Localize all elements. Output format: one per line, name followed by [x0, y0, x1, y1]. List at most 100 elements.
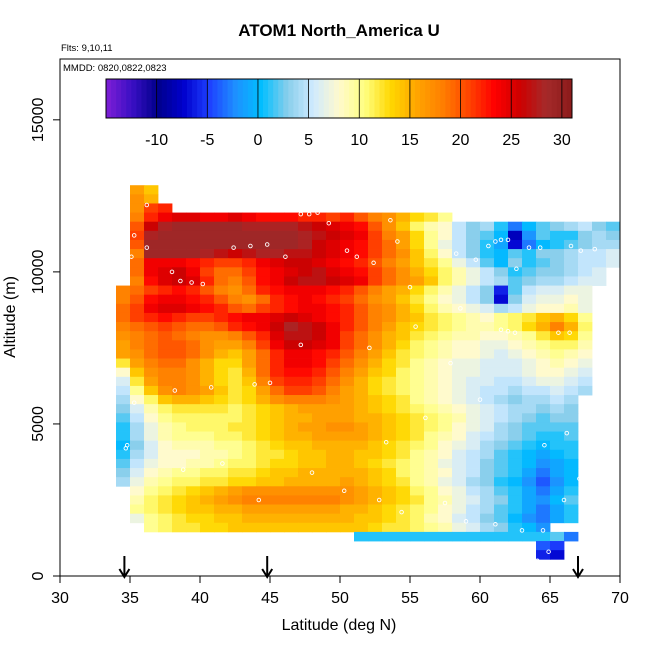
sample-point: [344, 248, 350, 253]
y-tick-label: 15000: [30, 97, 47, 142]
heatmap-cell: [578, 285, 593, 296]
heatmap-cell: [116, 468, 131, 478]
heatmap-cell: [326, 358, 341, 369]
heatmap-cell: [410, 239, 425, 250]
heatmap-cell: [172, 422, 187, 432]
heatmap-cell: [438, 385, 453, 396]
heatmap-cell: [550, 486, 565, 496]
heatmap-cell: [200, 267, 215, 277]
y-tick-label: 0: [30, 571, 47, 580]
heatmap-cell: [522, 258, 537, 268]
heatmap-cell: [172, 358, 187, 369]
heatmap-cell: [270, 449, 285, 460]
colorbar-swatch: [354, 79, 360, 118]
heatmap-cell: [494, 440, 509, 451]
heatmap-cell: [214, 249, 229, 259]
heatmap-cell: [130, 477, 145, 487]
heatmap-cell: [298, 221, 313, 232]
heatmap-cell: [508, 440, 523, 451]
heatmap-cell: [172, 322, 187, 332]
heatmap-cell: [242, 413, 257, 423]
heatmap-cell: [130, 495, 145, 505]
heatmap-cell: [368, 522, 383, 533]
heatmap-cell: [438, 322, 453, 332]
heatmap-cell: [396, 322, 411, 332]
heatmap-cell: [326, 395, 341, 405]
heatmap-cell: [298, 212, 313, 223]
sample-point: [463, 519, 469, 524]
colorbar-swatch: [480, 79, 487, 118]
heatmap-cell: [284, 358, 299, 369]
heatmap-cell: [354, 322, 369, 332]
heatmap-cell: [200, 276, 215, 286]
heatmap-cell: [424, 495, 439, 505]
heatmap-cell: [536, 513, 551, 524]
heatmap-cell: [368, 249, 383, 259]
heatmap-cell: [536, 303, 551, 314]
heatmap-cell: [466, 404, 481, 414]
sample-point: [535, 558, 540, 564]
sample-point: [578, 248, 584, 253]
heatmap-cell: [368, 312, 383, 323]
heatmap-cell: [536, 541, 551, 551]
heatmap-cell: [382, 468, 397, 478]
heatmap-cell: [256, 340, 271, 350]
heatmap-cell: [480, 249, 495, 259]
heatmap-cell: [382, 285, 397, 296]
heatmap-cell: [256, 239, 271, 250]
heatmap-cell: [242, 486, 257, 496]
heatmap-cell: [144, 312, 159, 323]
heatmap-cell: [550, 504, 565, 515]
down-arrow-head: [261, 568, 274, 579]
heatmap-cell: [494, 331, 509, 341]
heatmap-cell: [466, 477, 481, 487]
heatmap-cell: [480, 504, 495, 515]
heatmap-cell: [424, 477, 439, 487]
colorbar-swatch: [156, 79, 163, 118]
heatmap-cell: [200, 449, 215, 460]
sample-point: [498, 327, 504, 332]
heatmap-cell: [438, 267, 453, 277]
heatmap-cell: [494, 504, 509, 515]
heatmap-cell: [326, 249, 341, 259]
heatmap-cell: [396, 358, 411, 369]
heatmap-cell: [424, 531, 439, 542]
sample-point: [486, 243, 491, 249]
heatmap-cell: [340, 239, 355, 250]
heatmap-cell: [130, 230, 145, 241]
colorbar-swatch: [531, 79, 537, 118]
colorbar-tick-label: -5: [200, 132, 214, 149]
heatmap-cell: [116, 285, 131, 296]
sample-point: [172, 388, 178, 393]
colorbar-swatch: [455, 79, 461, 118]
heatmap-cell: [578, 239, 593, 250]
heatmap-cell: [242, 495, 257, 505]
heatmap-cell: [396, 267, 411, 277]
heatmap-cell: [172, 404, 187, 414]
heatmap-cell: [424, 340, 439, 350]
heatmap-cell: [172, 486, 187, 496]
heatmap-cell: [550, 376, 565, 387]
heatmap-cell: [410, 276, 425, 286]
heatmap-cell: [494, 522, 509, 533]
heatmap-cell: [298, 477, 313, 487]
heatmap-cell: [354, 249, 369, 259]
heatmap-cell: [522, 395, 537, 405]
heatmap-cell: [186, 294, 201, 305]
heatmap-cell: [284, 449, 299, 460]
heatmap-cell: [242, 513, 257, 524]
heatmap-cell: [480, 267, 495, 277]
colorbar-swatch: [536, 79, 543, 118]
heatmap-cell: [270, 221, 285, 232]
heatmap-cell: [284, 294, 299, 305]
heatmap-cell: [396, 212, 411, 223]
heatmap-cell: [354, 486, 369, 496]
heatmap-cell: [536, 468, 551, 478]
heatmap-cell: [382, 440, 397, 451]
colorbar-swatch: [526, 79, 532, 118]
heatmap-cell: [522, 312, 537, 323]
heatmap-cell: [494, 395, 509, 405]
heatmap-cell: [200, 358, 215, 369]
heatmap-cell: [536, 431, 551, 442]
heatmap-cell: [214, 340, 229, 350]
